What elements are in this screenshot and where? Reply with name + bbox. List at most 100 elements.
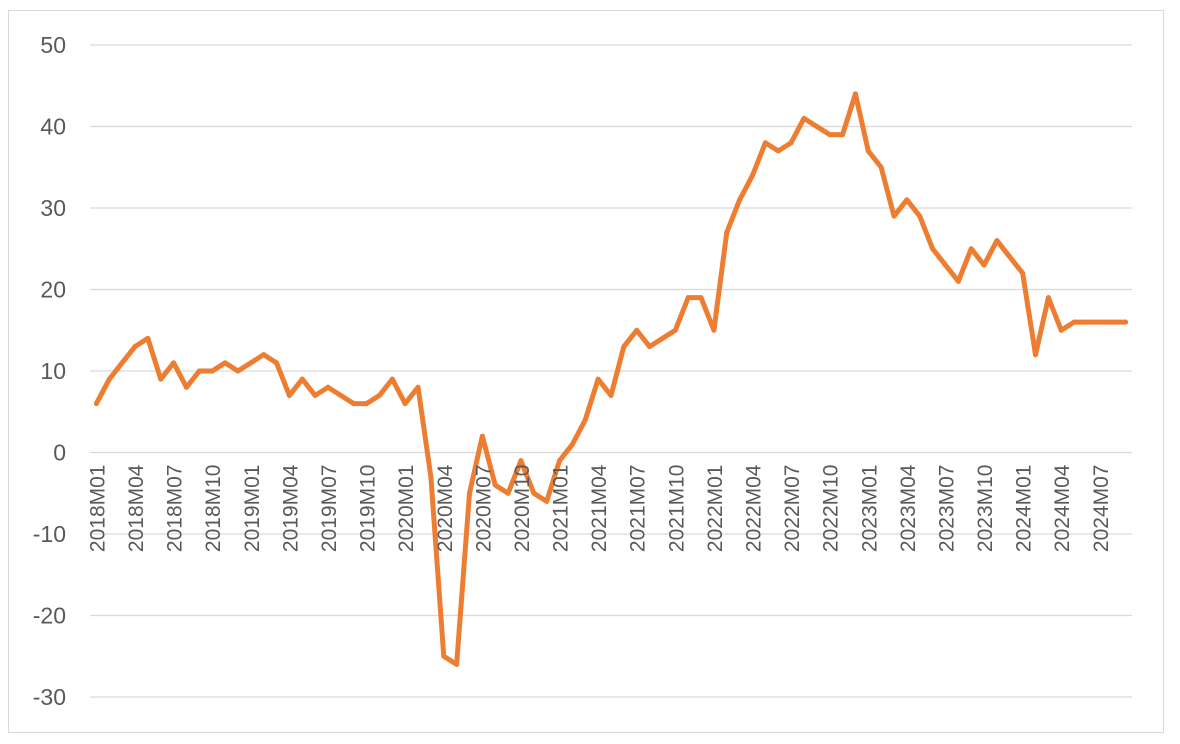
- x-tick-label: 2018M04: [125, 464, 148, 552]
- data-point: [196, 368, 202, 374]
- x-tick-label: 2023M07: [935, 465, 958, 553]
- data-point: [132, 344, 138, 350]
- x-axis-tick-labels: 2018M01 2018M04 2018M07 2018M10 2019M01 2019M…: [86, 464, 1112, 552]
- data-point: [659, 335, 665, 341]
- data-point: [595, 376, 601, 382]
- data-point: [415, 384, 421, 390]
- data-point: [634, 327, 640, 333]
- series-layer: [93, 91, 1129, 667]
- data-point: [171, 360, 177, 366]
- y-tick-label: -20: [33, 603, 66, 629]
- data-point: [145, 335, 151, 341]
- data-point: [299, 376, 305, 382]
- data-point: [904, 197, 910, 203]
- data-point: [852, 91, 858, 97]
- x-tick-label: 2023M01: [858, 465, 881, 553]
- data-point: [183, 384, 189, 390]
- data-point: [1045, 295, 1051, 301]
- x-tick-label: 2019M07: [318, 465, 341, 553]
- y-tick-label: 50: [40, 32, 66, 58]
- data-point: [1110, 319, 1116, 325]
- data-point: [106, 376, 112, 382]
- x-tick-label: 2019M04: [279, 464, 302, 552]
- x-tick-label: 2018M07: [164, 465, 187, 553]
- data-point: [209, 368, 215, 374]
- data-point: [222, 360, 228, 366]
- x-tick-label: 2018M01: [86, 465, 109, 553]
- data-point: [621, 344, 627, 350]
- data-point: [248, 360, 254, 366]
- x-tick-label: 2018M10: [202, 465, 225, 553]
- data-point: [878, 164, 884, 170]
- data-point: [917, 213, 923, 219]
- y-tick-label: 10: [40, 358, 66, 384]
- data-point: [1071, 319, 1077, 325]
- x-tick-label: 2019M10: [357, 465, 380, 553]
- x-tick-label: 2022M04: [743, 464, 766, 552]
- data-point: [762, 140, 768, 146]
- data-point: [466, 490, 472, 496]
- x-tick-label: 2021M10: [665, 465, 688, 553]
- data-point: [672, 327, 678, 333]
- x-tick-label: 2022M01: [704, 465, 727, 553]
- gridlines: [90, 44, 1132, 698]
- data-point: [981, 262, 987, 268]
- chart-frame: -30 -20 -10 0 10 20 30 40 50 2018M01 2018M04 2018M…: [8, 10, 1164, 733]
- data-point: [479, 433, 485, 439]
- data-point: [711, 327, 717, 333]
- data-point: [338, 392, 344, 398]
- data-point: [647, 344, 653, 350]
- data-point: [505, 490, 511, 496]
- data-point: [119, 360, 125, 366]
- data-point: [775, 148, 781, 154]
- data-point: [1033, 352, 1039, 358]
- data-point: [698, 295, 704, 301]
- x-tick-label: 2020M07: [472, 465, 495, 553]
- data-point: [389, 376, 395, 382]
- data-point: [158, 376, 164, 382]
- data-point: [608, 392, 614, 398]
- data-point: [827, 132, 833, 138]
- data-point: [582, 417, 588, 423]
- y-tick-label: 30: [40, 195, 66, 221]
- data-point: [1097, 319, 1103, 325]
- data-point: [994, 238, 1000, 244]
- data-point: [325, 384, 331, 390]
- data-point: [840, 132, 846, 138]
- x-tick-label: 2023M04: [897, 464, 920, 552]
- data-point: [428, 474, 434, 480]
- x-tick-label: 2021M07: [627, 465, 650, 553]
- data-point: [1123, 319, 1129, 325]
- series-line: [93, 91, 1129, 667]
- data-point: [402, 401, 408, 407]
- data-point: [518, 458, 524, 464]
- data-point: [1058, 327, 1064, 333]
- y-tick-label: 40: [40, 114, 66, 140]
- y-axis-tick-labels: -30 -20 -10 0 10 20 30 40 50: [33, 32, 66, 710]
- data-point: [531, 490, 537, 496]
- data-point: [274, 360, 280, 366]
- y-tick-label: -10: [33, 521, 66, 547]
- y-tick-label: 0: [53, 440, 66, 466]
- data-point: [351, 401, 357, 407]
- data-point: [569, 441, 575, 447]
- data-point: [724, 229, 730, 235]
- data-point: [492, 482, 498, 488]
- y-tick-label: 20: [40, 277, 66, 303]
- x-tick-label: 2020M01: [395, 465, 418, 553]
- x-tick-label: 2024M07: [1090, 465, 1113, 553]
- data-point: [737, 197, 743, 203]
- y-tick-label: -30: [33, 684, 66, 710]
- data-point: [891, 213, 897, 219]
- x-tick-label: 2020M10: [511, 465, 534, 553]
- data-point: [955, 278, 961, 284]
- data-point: [235, 368, 241, 374]
- x-tick-label: 2021M01: [550, 465, 573, 553]
- data-point: [685, 295, 691, 301]
- data-point: [801, 115, 807, 121]
- data-point: [750, 172, 756, 178]
- data-point: [376, 392, 382, 398]
- data-point: [364, 401, 370, 407]
- data-point: [865, 148, 871, 154]
- data-point: [312, 392, 318, 398]
